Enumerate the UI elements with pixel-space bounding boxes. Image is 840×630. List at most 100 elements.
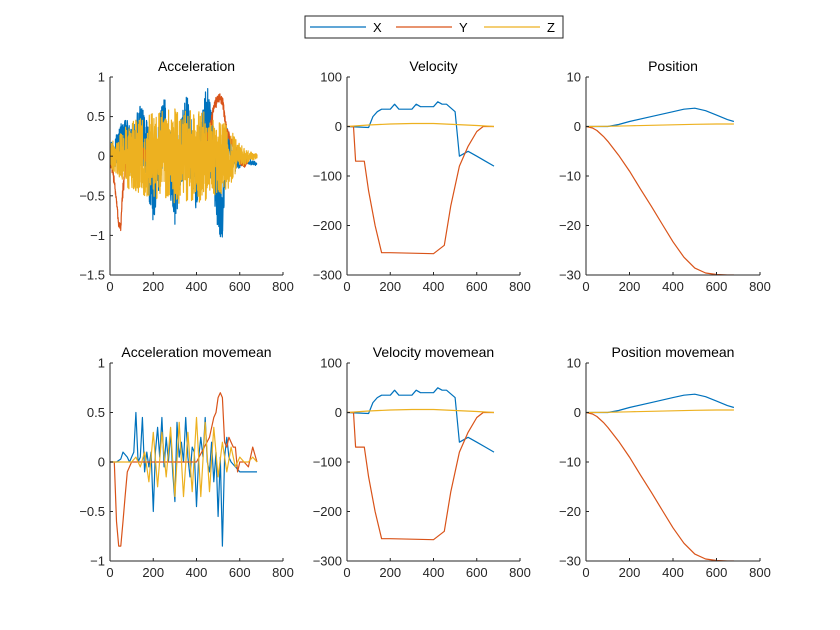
series-group [586, 393, 735, 561]
series-line-y [347, 411, 494, 541]
y-tick-label: −10 [559, 455, 581, 470]
x-tick-label: 800 [749, 279, 771, 294]
x-tick-label: 200 [142, 279, 164, 294]
x-tick-label: 400 [186, 565, 208, 580]
x-tick-label: 400 [186, 279, 208, 294]
series-line-y [347, 125, 494, 255]
x-tick-label: 200 [379, 565, 401, 580]
series-group [110, 392, 258, 547]
y-tick-label: 100 [320, 356, 342, 371]
series-line-x [586, 107, 735, 128]
series-line-z [586, 409, 734, 414]
subplot-title: Acceleration [158, 58, 235, 74]
series-line-z [347, 122, 495, 128]
x-tick-label: 200 [619, 279, 641, 294]
y-tick-label: −100 [313, 169, 342, 184]
series-line-y [586, 411, 734, 561]
subplot-title: Velocity movemean [373, 344, 494, 360]
y-tick-label: −1.5 [79, 268, 105, 283]
y-tick-label: 0 [574, 119, 581, 134]
x-tick-label: 0 [582, 565, 589, 580]
x-tick-label: 400 [423, 565, 445, 580]
series-line-x [586, 393, 735, 414]
y-tick-label: −0.5 [79, 504, 105, 519]
y-tick-label: −300 [313, 268, 342, 283]
y-tick-label: 0 [98, 455, 105, 470]
x-tick-label: 400 [662, 565, 684, 580]
y-tick-label: −10 [559, 169, 581, 184]
subplot-velocity: Velocity 0 200 400 600 800 −300 −200 −100 0 100 [313, 58, 531, 294]
series-line-z [110, 416, 258, 498]
legend-label-z: Z [547, 20, 555, 35]
x-tick-label: 400 [423, 279, 445, 294]
subplot-acceleration: Acceleration 0 200 400 600 800 −1.5 −1 −0.5 0 0.5 1 [79, 58, 294, 294]
x-tick-label: 0 [343, 565, 350, 580]
x-tick-label: 600 [706, 565, 728, 580]
series-group [586, 107, 735, 275]
subplot-position-movemean: Position movemean 0 200 400 600 800 −30 −20 −10 0… [559, 344, 771, 580]
y-tick-label: 0.5 [87, 405, 105, 420]
x-tick-label: 800 [272, 279, 294, 294]
x-tick-label: 600 [229, 279, 251, 294]
series-line-x [347, 387, 495, 453]
series-line-x [347, 101, 495, 167]
y-tick-label: −0.5 [79, 188, 105, 203]
y-tick-label: −1 [90, 554, 105, 569]
x-tick-label: 600 [229, 565, 251, 580]
y-tick-label: 1 [98, 70, 105, 85]
y-tick-label: 0 [98, 149, 105, 164]
subplot-velocity-movemean: Velocity movemean 0 200 400 600 800 −300 −200 −1… [313, 344, 531, 580]
y-tick-label: −200 [313, 218, 342, 233]
legend-label-y: Y [459, 20, 468, 35]
subplot-title: Velocity [409, 58, 457, 74]
y-tick-label: −20 [559, 218, 581, 233]
x-tick-label: 600 [466, 565, 488, 580]
subplots: Acceleration 0 200 400 600 800 −1.5 −1 −0.5 0 0.5 1… [79, 58, 771, 580]
y-tick-label: 100 [320, 70, 342, 85]
subplot-title: Acceleration movemean [121, 344, 271, 360]
subplot-position: Position 0 200 400 600 800 −30 −20 −10 0 10 [559, 58, 771, 294]
y-tick-label: 1 [98, 356, 105, 371]
series-line-z [586, 123, 734, 128]
series-line-y [586, 125, 734, 275]
series-line-z [110, 108, 258, 204]
y-tick-label: 10 [567, 356, 581, 371]
y-tick-label: −30 [559, 268, 581, 283]
y-tick-label: 0.5 [87, 109, 105, 124]
series-line-z [347, 408, 495, 414]
x-tick-label: 200 [379, 279, 401, 294]
series-group [110, 88, 258, 238]
y-tick-label: −1 [90, 228, 105, 243]
series-group [347, 387, 495, 541]
y-tick-label: −100 [313, 455, 342, 470]
y-tick-label: −30 [559, 554, 581, 569]
x-tick-label: 600 [706, 279, 728, 294]
y-tick-label: −300 [313, 554, 342, 569]
x-tick-label: 0 [106, 565, 113, 580]
y-tick-label: 0 [574, 405, 581, 420]
y-tick-label: 0 [335, 119, 342, 134]
x-tick-label: 800 [509, 565, 531, 580]
x-tick-label: 200 [619, 565, 641, 580]
series-group [347, 101, 495, 255]
legend-label-x: X [373, 20, 382, 35]
y-tick-label: −200 [313, 504, 342, 519]
x-tick-label: 800 [749, 565, 771, 580]
series-line-x [110, 411, 257, 547]
x-tick-label: 0 [582, 279, 589, 294]
subplot-title: Position movemean [612, 344, 735, 360]
subplot-acceleration-movemean: Acceleration movemean 0 200 400 600 800 −1 −0.5… [79, 344, 294, 580]
x-tick-label: 800 [509, 279, 531, 294]
y-tick-label: 10 [567, 70, 581, 85]
x-tick-label: 800 [272, 565, 294, 580]
subplot-title: Position [648, 58, 698, 74]
series-line-y [110, 392, 258, 547]
x-tick-label: 200 [142, 565, 164, 580]
x-tick-label: 0 [343, 279, 350, 294]
x-tick-label: 400 [662, 279, 684, 294]
legend: X Y Z [304, 15, 564, 39]
x-tick-label: 600 [466, 279, 488, 294]
x-tick-label: 0 [106, 279, 113, 294]
y-tick-label: −20 [559, 504, 581, 519]
